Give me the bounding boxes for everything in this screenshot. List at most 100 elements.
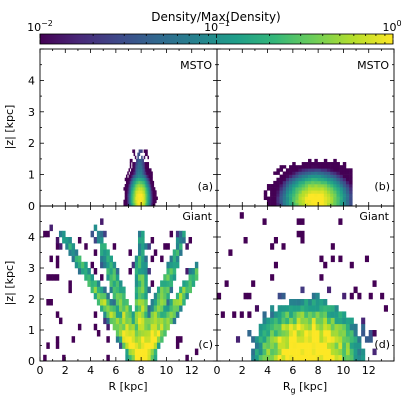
heatmap-cell xyxy=(144,171,147,175)
heatmap-cell xyxy=(150,330,155,337)
heatmap-cell xyxy=(137,237,142,244)
heatmap-cell xyxy=(298,193,303,197)
heatmap-cell xyxy=(152,180,155,185)
heatmap-cell xyxy=(172,249,177,256)
heatmap-cell xyxy=(349,261,354,269)
heatmap-cell xyxy=(137,249,142,256)
heatmap-cell xyxy=(175,249,180,256)
heatmap-cell xyxy=(333,196,337,201)
heatmap-cell xyxy=(320,171,325,175)
heatmap-cell xyxy=(364,255,370,263)
heatmap-cell xyxy=(96,299,101,306)
heatmap-cell xyxy=(295,199,299,204)
heatmap-cell xyxy=(65,237,69,244)
heatmap-cell xyxy=(141,165,143,169)
heatmap-cell xyxy=(112,317,117,325)
heatmap-cell xyxy=(62,237,66,244)
heatmap-cell xyxy=(141,274,145,281)
heatmap-cell xyxy=(169,286,174,294)
heatmap-cell xyxy=(129,190,132,194)
heatmap-cell xyxy=(353,330,358,337)
heatmap-cell xyxy=(300,342,305,349)
heatmap-cell xyxy=(311,342,316,349)
heatmap-cell xyxy=(282,187,287,191)
heatmap-cell xyxy=(334,317,339,325)
heatmap-cell xyxy=(137,152,139,157)
heatmap-cell xyxy=(224,280,229,287)
heatmap-cell xyxy=(270,187,274,191)
heatmap-cell xyxy=(132,174,134,179)
heatmap-cell xyxy=(191,268,196,275)
heatmap-cell xyxy=(368,336,373,343)
heatmap-cell xyxy=(308,336,313,343)
heatmap-cell xyxy=(147,286,151,294)
heatmap-cell xyxy=(334,311,339,318)
heatmap-cell xyxy=(262,323,267,331)
heatmap-cell xyxy=(144,305,148,312)
heatmap-cell xyxy=(146,187,148,191)
heatmap-cell xyxy=(134,323,139,331)
heatmap-cell xyxy=(330,323,335,331)
heatmap-cell xyxy=(153,348,158,356)
heatmap-cell xyxy=(279,190,284,194)
heatmap-cell xyxy=(296,218,301,225)
heatmap-cell xyxy=(133,199,136,204)
heatmap-cell xyxy=(166,261,170,269)
heatmap-cell xyxy=(172,317,177,325)
heatmap-cell xyxy=(295,202,299,206)
heatmap-cell xyxy=(138,180,141,185)
heatmap-cell xyxy=(273,348,278,356)
y-tick-label: 4 xyxy=(28,74,35,87)
heatmap-cell xyxy=(43,354,47,361)
heatmap-cell xyxy=(323,199,328,204)
heatmap-cell xyxy=(137,243,142,250)
heatmap-cell xyxy=(330,311,335,318)
heatmap-cell xyxy=(106,255,110,263)
heatmap-cell xyxy=(289,171,293,175)
heatmap-cell xyxy=(100,274,104,281)
heatmap-cell xyxy=(137,268,142,275)
heatmap-cell xyxy=(62,354,66,361)
heatmap-cell xyxy=(103,317,107,325)
heatmap-cell xyxy=(315,342,320,349)
heatmap-cell xyxy=(361,323,366,331)
heatmap-cell xyxy=(144,261,148,269)
heatmap-cell xyxy=(345,199,350,204)
heatmap-cell xyxy=(326,348,332,356)
heatmap-cell xyxy=(319,323,324,331)
heatmap-cell xyxy=(279,177,284,182)
heatmap-cell xyxy=(163,299,167,306)
heatmap-cell xyxy=(137,199,139,204)
heatmap-cell xyxy=(127,190,129,194)
heatmap-cell xyxy=(326,171,331,175)
panel-a-letter: (a) xyxy=(198,180,213,193)
heatmap-cell xyxy=(71,243,76,250)
heatmap-cell xyxy=(156,196,158,201)
heatmap-cell xyxy=(289,180,293,185)
heatmap-cell xyxy=(276,168,280,172)
heatmap-cell xyxy=(182,237,186,244)
heatmap-cell xyxy=(330,190,334,194)
heatmap-cell xyxy=(339,180,344,185)
heatmap-cell xyxy=(106,249,110,256)
heatmap-cell xyxy=(311,177,315,182)
heatmap-cell xyxy=(125,187,128,191)
heatmap-cell xyxy=(296,323,301,331)
heatmap-cell xyxy=(137,177,139,182)
heatmap-cell xyxy=(364,336,370,343)
heatmap-cell xyxy=(320,202,325,206)
heatmap-cell xyxy=(124,187,127,191)
heatmap-cell xyxy=(125,193,128,197)
heatmap-cell xyxy=(93,286,98,294)
heatmap-cell xyxy=(282,177,287,182)
heatmap-cell xyxy=(142,180,144,185)
heatmap-cell xyxy=(163,330,167,337)
heatmap-cell xyxy=(300,354,305,361)
heatmap-cell xyxy=(317,174,321,179)
heatmap-cell xyxy=(296,354,301,361)
heatmap-cell xyxy=(314,196,318,201)
heatmap-cell xyxy=(87,274,91,281)
colorbar-title: Density/Max(Density) xyxy=(151,10,280,24)
heatmap-cell xyxy=(115,274,120,281)
heatmap-cell xyxy=(314,202,318,206)
